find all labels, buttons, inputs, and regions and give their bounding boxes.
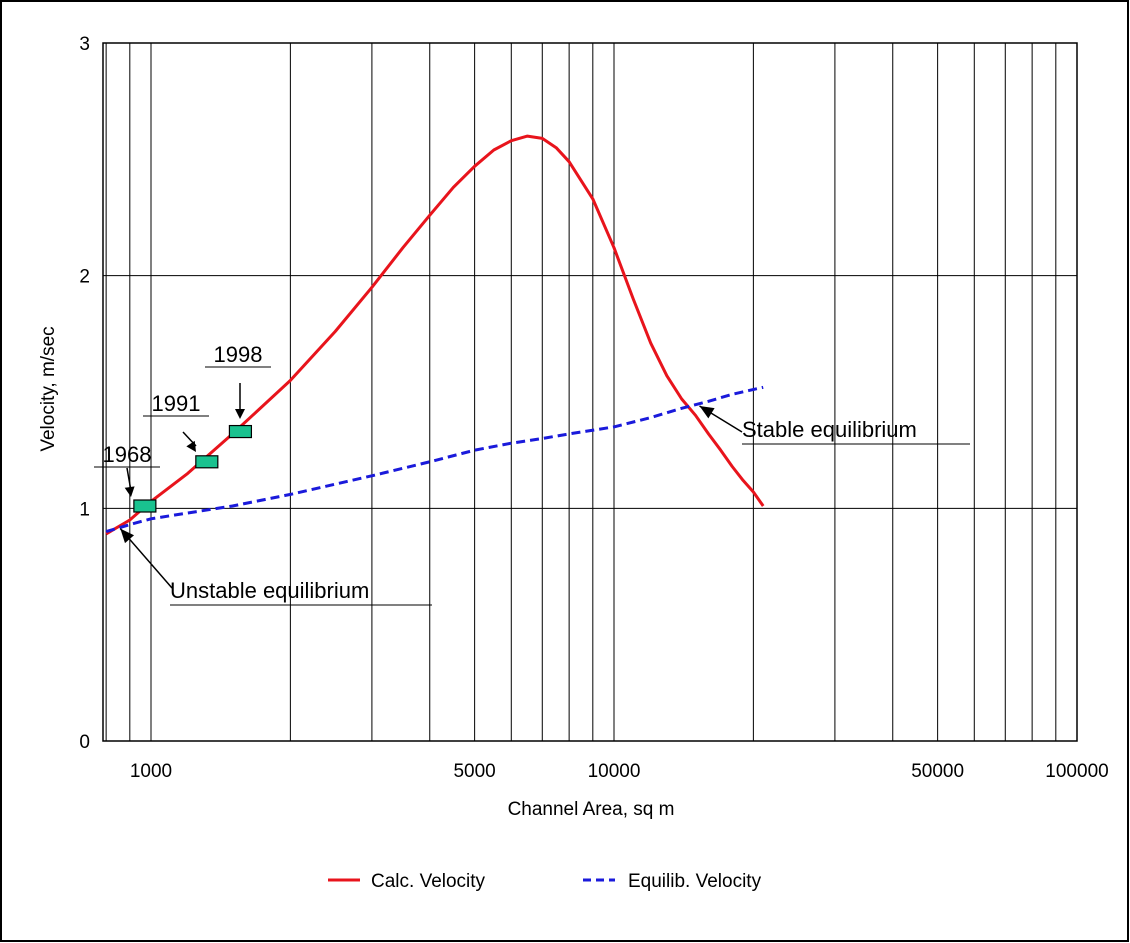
unstable-arrow-head [120,528,135,544]
marker-label-1998: 1998 [214,342,263,367]
marker-label-1991: 1991 [152,391,201,416]
marker-arrowhead [235,409,245,419]
x-tick-label: 100000 [1045,761,1108,782]
series-line-calc-velocity [105,134,765,536]
y-tick-label: 0 [79,732,90,753]
y-axis-title: Velocity, m/sec [38,326,59,451]
x-axis-title: Channel Area, sq m [508,799,675,820]
marker-arrowhead [186,440,196,452]
series-layer [105,134,765,536]
annotation-unstable-equilibrium: Unstable equilibrium [170,578,369,603]
plot-area-border [102,42,1078,742]
annotations: Stable equilibrium Unstable equilibrium [119,405,970,606]
marker-1991 [195,455,219,469]
series-line-equilib-velocity [105,385,764,534]
y-tick-label: 1 [79,499,90,520]
marker-1998 [228,424,253,439]
marker-arrowhead [124,486,135,497]
legend-label-equilib-velocity: Equilib. Velocity [628,871,762,892]
year-markers: 1968 1991 1998 [94,342,271,513]
tick-labels: 1000 5000 10000 50000 100000 0 1 2 3 [79,34,1108,782]
x-tick-label: 1000 [130,761,172,782]
annotation-stable-equilibrium: Stable equilibrium [742,417,917,442]
marker-1968 [133,499,157,513]
stable-arrow-head [699,405,715,419]
legend-label-calc-velocity: Calc. Velocity [371,871,486,892]
x-tick-label: 5000 [453,761,495,782]
x-tick-label: 10000 [588,761,641,782]
y-tick-label: 2 [79,267,90,288]
marker-label-1968: 1968 [103,442,152,467]
legend: Calc. Velocity Equilib. Velocity [328,871,762,892]
y-tick-label: 3 [79,34,90,55]
x-tick-label: 50000 [911,761,964,782]
